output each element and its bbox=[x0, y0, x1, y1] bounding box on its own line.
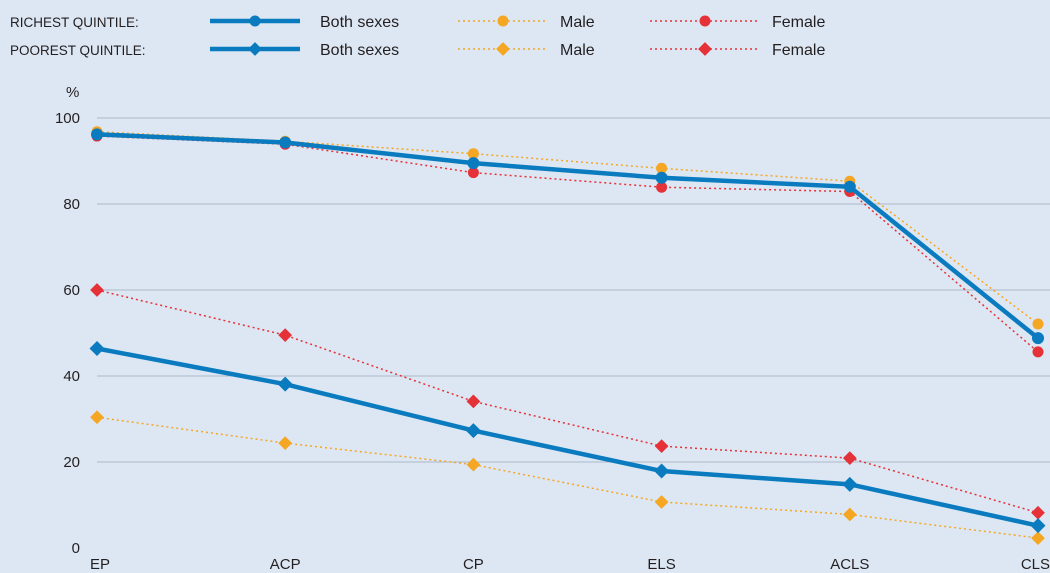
data-point bbox=[89, 340, 105, 356]
data-point bbox=[465, 423, 481, 439]
legend-entry-richest-female: Female bbox=[650, 14, 825, 31]
series-poorest-female bbox=[90, 283, 1045, 520]
y-tick-label: 20 bbox=[63, 454, 80, 471]
legend-poorest-label: POOREST QUINTILE: bbox=[10, 43, 146, 58]
x-tick-label: CLS bbox=[1021, 556, 1050, 573]
data-point bbox=[277, 376, 293, 392]
series-poorest-male bbox=[90, 410, 1045, 545]
data-point bbox=[1031, 531, 1045, 545]
data-point bbox=[466, 457, 481, 472]
data-point bbox=[278, 436, 293, 450]
legend-entry-poorest-male: Male bbox=[458, 42, 595, 59]
data-point bbox=[90, 283, 104, 297]
legend-label: Male bbox=[560, 14, 595, 31]
x-axis: EP ACP CP ELS ACLS CLS bbox=[90, 556, 1050, 573]
y-axis-label: % bbox=[66, 84, 79, 101]
data-point bbox=[1030, 518, 1046, 534]
y-axis: 0 20 40 60 80 100 bbox=[55, 110, 80, 557]
data-point bbox=[654, 463, 670, 479]
series-line bbox=[96, 416, 1039, 539]
data-point bbox=[467, 148, 479, 160]
legend-entry-poorest-both: Both sexes bbox=[210, 42, 399, 59]
legend-marker bbox=[249, 15, 261, 27]
data-point bbox=[1032, 332, 1044, 345]
series-poorest-both bbox=[89, 340, 1046, 534]
legend-label: Male bbox=[560, 42, 595, 59]
legend-label: Both sexes bbox=[320, 14, 399, 31]
x-tick-label: CP bbox=[463, 556, 484, 573]
series-line bbox=[96, 132, 1040, 340]
data-point bbox=[467, 157, 480, 170]
data-point bbox=[1032, 318, 1044, 330]
data-point bbox=[654, 439, 669, 453]
legend-richest-label: RICHEST QUINTILE: bbox=[10, 15, 139, 30]
data-point bbox=[91, 128, 103, 141]
data-point bbox=[842, 451, 857, 466]
y-tick-label: 80 bbox=[63, 196, 80, 213]
x-tick-label: EP bbox=[90, 556, 110, 573]
x-tick-label: ELS bbox=[647, 556, 675, 573]
legend-entry-richest-both: Both sexes bbox=[210, 14, 399, 31]
data-point bbox=[842, 476, 858, 492]
data-point bbox=[655, 171, 668, 184]
data-point bbox=[1031, 505, 1045, 520]
legend-marker bbox=[497, 15, 509, 27]
legend-marker bbox=[699, 15, 711, 27]
y-tick-label: 100 bbox=[55, 110, 80, 127]
series-richest-both bbox=[91, 128, 1044, 345]
legend-entry-richest-male: Male bbox=[458, 14, 595, 31]
legend-label: Female bbox=[772, 42, 825, 59]
y-tick-label: 0 bbox=[72, 540, 80, 557]
data-point bbox=[467, 167, 479, 179]
series-line bbox=[96, 289, 1039, 514]
data-point bbox=[1032, 346, 1044, 358]
data-point bbox=[656, 162, 668, 174]
series-line bbox=[96, 346, 1039, 528]
legend-entry-poorest-female: Female bbox=[650, 42, 825, 59]
data-point bbox=[843, 180, 856, 193]
data-point bbox=[279, 136, 292, 149]
y-tick-label: 40 bbox=[63, 368, 80, 385]
data-point bbox=[842, 507, 857, 522]
legend-label: Female bbox=[772, 14, 825, 31]
legend: RICHEST QUINTILE: POOREST QUINTILE: Both… bbox=[10, 14, 825, 59]
legend-marker bbox=[698, 42, 712, 56]
series-layer bbox=[89, 126, 1046, 545]
x-tick-label: ACLS bbox=[830, 556, 869, 573]
x-tick-label: ACP bbox=[270, 556, 301, 573]
y-tick-label: 60 bbox=[63, 282, 80, 299]
data-point bbox=[466, 394, 481, 409]
legend-marker bbox=[496, 42, 510, 56]
legend-marker bbox=[248, 42, 262, 56]
data-point bbox=[278, 328, 293, 343]
data-point bbox=[654, 495, 669, 509]
grid bbox=[97, 117, 1050, 463]
data-point bbox=[90, 410, 104, 425]
legend-label: Both sexes bbox=[320, 42, 399, 59]
data-point bbox=[656, 181, 668, 193]
series-line bbox=[96, 131, 1039, 325]
